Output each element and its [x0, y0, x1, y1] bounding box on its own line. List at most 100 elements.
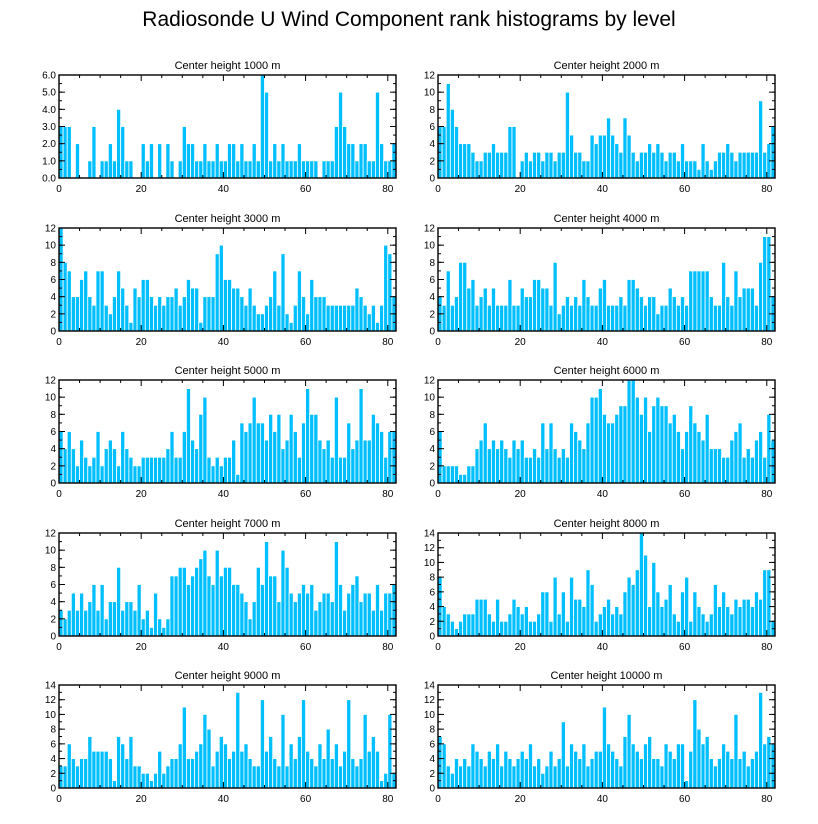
bar: [659, 606, 665, 637]
bar: [313, 296, 319, 332]
bar: [120, 743, 126, 789]
bar: [309, 584, 315, 637]
bar: [581, 160, 587, 179]
bar: [671, 613, 677, 637]
bar: [305, 592, 311, 637]
bar: [317, 439, 323, 484]
bar: [128, 601, 134, 637]
bar: [210, 765, 216, 789]
bar: [161, 627, 167, 637]
bar: [95, 750, 101, 789]
y-tick-label: 4: [50, 754, 56, 765]
bar: [630, 584, 636, 637]
bar: [144, 772, 150, 789]
bar: [556, 456, 562, 484]
bar: [243, 160, 249, 179]
bar: [333, 304, 339, 332]
bar: [671, 151, 677, 179]
bar: [231, 584, 237, 637]
y-tick-label: 6: [50, 580, 56, 591]
bar: [712, 160, 718, 179]
bar: [634, 287, 640, 332]
bar: [116, 566, 122, 637]
bar: [132, 287, 138, 332]
bar: [454, 758, 459, 789]
bar: [647, 431, 653, 484]
y-tick-label: 4: [429, 602, 435, 613]
bar: [548, 304, 554, 332]
bar: [749, 758, 755, 789]
bar: [680, 591, 685, 637]
bar: [272, 431, 278, 484]
bar: [202, 143, 208, 179]
bar: [532, 151, 538, 179]
bar: [288, 160, 294, 179]
y-tick-label: 4: [50, 444, 56, 455]
bar: [149, 296, 154, 332]
bar: [708, 448, 714, 484]
bar: [495, 743, 501, 789]
bar: [235, 160, 241, 179]
bar: [717, 304, 722, 332]
bar: [671, 758, 677, 789]
bar: [528, 296, 533, 332]
bar: [622, 591, 628, 637]
y-tick-label: 4: [429, 292, 435, 303]
bar: [325, 728, 331, 789]
y-tick-label: 10: [45, 546, 57, 557]
bar: [362, 143, 368, 179]
bar: [112, 160, 117, 179]
bar: [346, 304, 352, 332]
y-tick-label: 0: [429, 479, 435, 490]
bars: [437, 83, 776, 179]
y-tick-label: 8: [50, 725, 56, 736]
bar: [593, 143, 599, 179]
x-tick-label: 20: [136, 642, 148, 653]
y-tick-label: 14: [424, 529, 436, 540]
bar: [107, 758, 113, 789]
bar: [387, 160, 393, 179]
bar: [251, 765, 257, 789]
bar: [91, 750, 97, 789]
bar: [227, 566, 233, 637]
bar: [610, 304, 616, 332]
y-tick-label: 10: [424, 558, 436, 569]
bar: [449, 620, 455, 637]
bar: [173, 575, 179, 637]
bar: [301, 422, 306, 484]
bar: [103, 304, 109, 332]
bar: [214, 549, 220, 637]
bar: [519, 439, 525, 484]
bar: [581, 279, 587, 332]
bar: [663, 598, 669, 637]
bar: [671, 413, 677, 484]
bar: [354, 575, 360, 637]
bar: [569, 422, 575, 484]
histogram-panel-9: Center height 9000 m 0 20 40 60 80 0 2 4 6 8 10 12 14: [45, 670, 397, 805]
bar: [292, 601, 298, 637]
bar: [536, 279, 542, 332]
bar: [358, 296, 364, 332]
bar: [503, 620, 509, 637]
bar: [338, 456, 343, 484]
bar: [218, 244, 224, 332]
bar: [350, 143, 356, 179]
bar: [495, 151, 501, 179]
bar: [692, 270, 698, 332]
bar: [214, 253, 220, 332]
bar: [614, 143, 620, 179]
bar: [499, 151, 505, 179]
bar: [62, 126, 68, 179]
bar: [445, 465, 451, 484]
bar: [655, 143, 661, 179]
x-tick-label: 20: [136, 184, 148, 195]
bar: [474, 160, 480, 179]
bar: [454, 465, 459, 484]
bar: [618, 296, 624, 332]
bar: [589, 584, 595, 637]
bar: [161, 772, 167, 789]
bar: [614, 758, 620, 789]
bar: [124, 448, 130, 484]
bar: [622, 405, 628, 484]
bar: [112, 448, 117, 484]
